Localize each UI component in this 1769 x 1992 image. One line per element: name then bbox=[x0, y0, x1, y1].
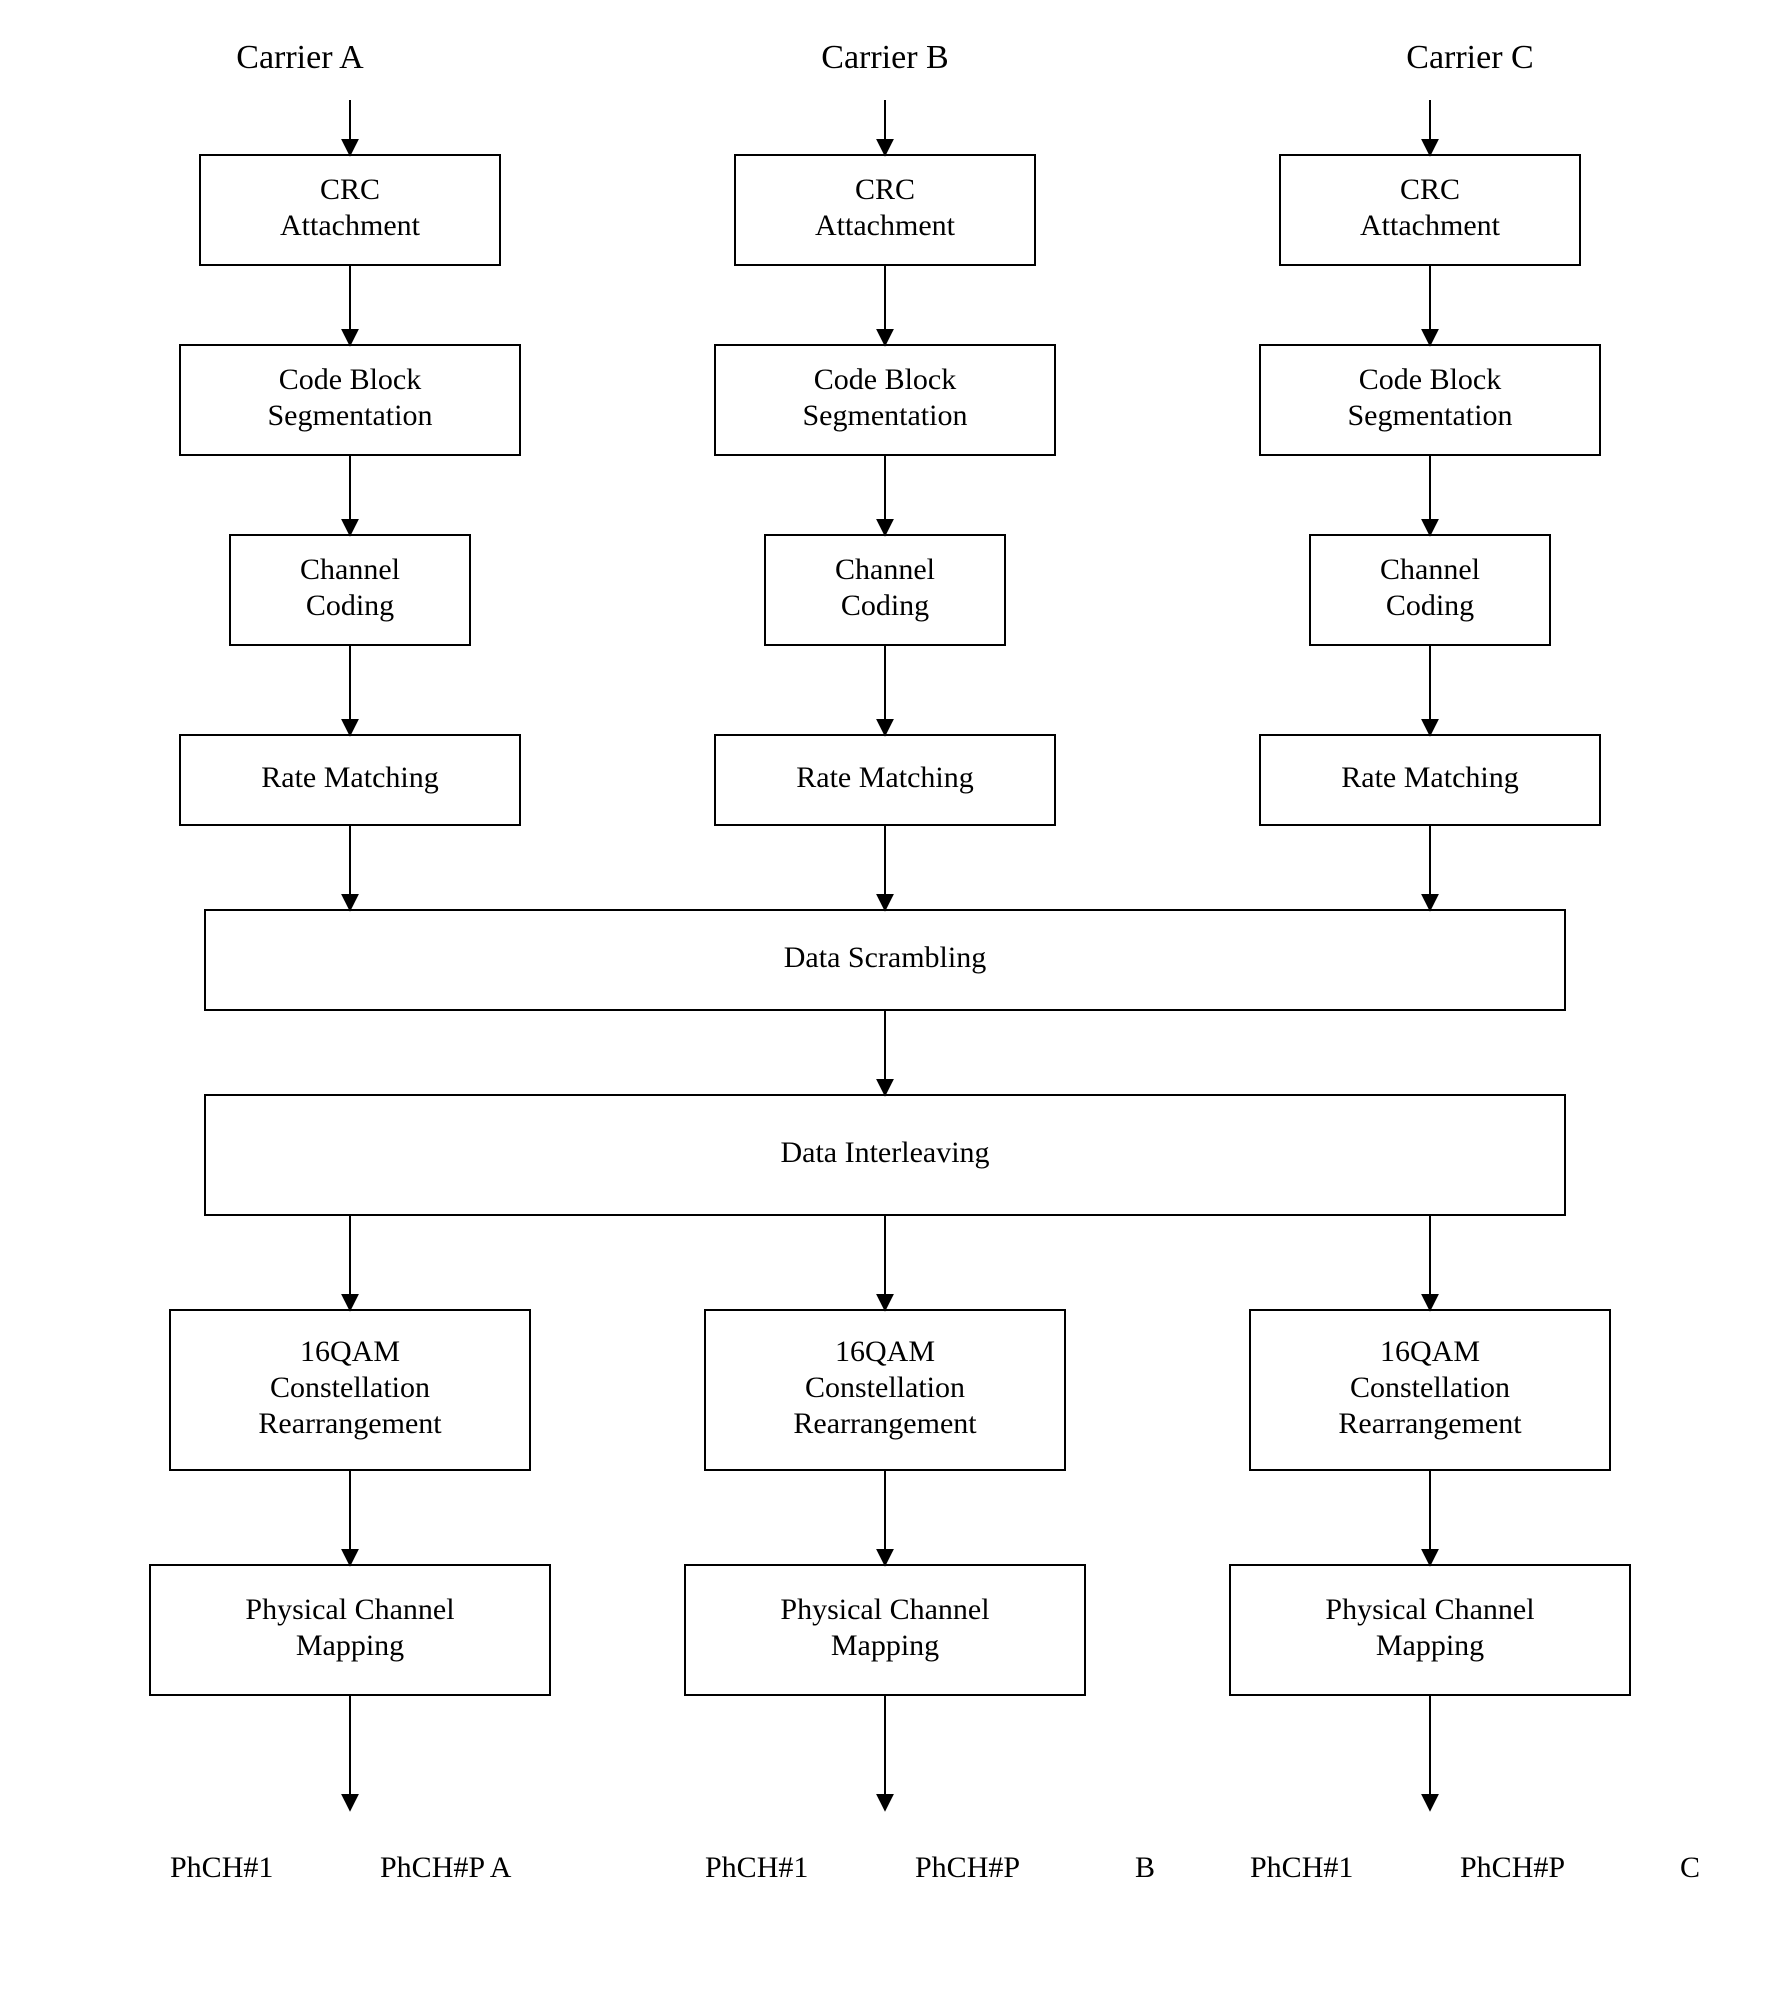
node-text: Code Block bbox=[279, 363, 422, 396]
node-text: Channel bbox=[835, 553, 935, 586]
node-seg-C: Code BlockSegmentation bbox=[1260, 345, 1600, 455]
node-crc-A: CRCAttachment bbox=[200, 155, 500, 265]
node-rate-C: Rate Matching bbox=[1260, 735, 1600, 825]
node-text: Coding bbox=[306, 589, 394, 622]
header-A: Carrier A bbox=[236, 39, 364, 76]
node-text: CRC bbox=[320, 173, 380, 206]
node-text: 16QAM bbox=[835, 1335, 935, 1368]
node-text: Code Block bbox=[814, 363, 957, 396]
node-text: Coding bbox=[1386, 589, 1474, 622]
node-text: Rate Matching bbox=[796, 761, 973, 794]
node-text: Channel bbox=[1380, 553, 1480, 586]
node-text: Data Interleaving bbox=[780, 1136, 989, 1169]
node-interlv: Data Interleaving bbox=[205, 1095, 1565, 1215]
footer-left-C: PhCH#1 bbox=[1250, 1851, 1353, 1884]
node-seg-A: Code BlockSegmentation bbox=[180, 345, 520, 455]
node-text: Data Scrambling bbox=[784, 941, 986, 974]
node-crc-B: CRCAttachment bbox=[735, 155, 1035, 265]
node-text: Segmentation bbox=[268, 399, 433, 432]
node-text: CRC bbox=[855, 173, 915, 206]
footer-right-C: PhCH#P bbox=[1460, 1851, 1565, 1884]
node-text: Segmentation bbox=[1348, 399, 1513, 432]
node-scramble: Data Scrambling bbox=[205, 910, 1565, 1010]
node-qam-C: 16QAMConstellationRearrangement bbox=[1250, 1310, 1610, 1470]
node-text: Code Block bbox=[1359, 363, 1502, 396]
node-rate-B: Rate Matching bbox=[715, 735, 1055, 825]
node-text: Constellation bbox=[805, 1371, 965, 1404]
header-C: Carrier C bbox=[1406, 39, 1533, 76]
node-text: Coding bbox=[841, 589, 929, 622]
node-text: Physical Channel bbox=[245, 1593, 454, 1626]
node-text: Mapping bbox=[296, 1629, 404, 1662]
node-text: Rate Matching bbox=[261, 761, 438, 794]
node-text: Rearrangement bbox=[258, 1407, 442, 1440]
footer-left-B: PhCH#1 bbox=[705, 1851, 808, 1884]
node-phy-A: Physical ChannelMapping bbox=[150, 1565, 550, 1695]
node-text: 16QAM bbox=[1380, 1335, 1480, 1368]
node-rate-A: Rate Matching bbox=[180, 735, 520, 825]
footer-tag-C: C bbox=[1680, 1851, 1700, 1884]
node-text: Rearrangement bbox=[1338, 1407, 1522, 1440]
node-text: Attachment bbox=[1360, 209, 1501, 242]
node-text: Rate Matching bbox=[1341, 761, 1518, 794]
node-text: Physical Channel bbox=[1325, 1593, 1534, 1626]
node-text: Channel bbox=[300, 553, 400, 586]
footer-tag-B: B bbox=[1135, 1851, 1155, 1884]
node-text: Mapping bbox=[1376, 1629, 1484, 1662]
node-text: 16QAM bbox=[300, 1335, 400, 1368]
node-qam-B: 16QAMConstellationRearrangement bbox=[705, 1310, 1065, 1470]
footer-right-A: PhCH#P A bbox=[380, 1851, 512, 1884]
node-crc-C: CRCAttachment bbox=[1280, 155, 1580, 265]
node-text: Attachment bbox=[815, 209, 956, 242]
node-qam-A: 16QAMConstellationRearrangement bbox=[170, 1310, 530, 1470]
node-text: Attachment bbox=[280, 209, 421, 242]
header-B: Carrier B bbox=[821, 39, 948, 76]
footer-right-B: PhCH#P bbox=[915, 1851, 1020, 1884]
node-text: Physical Channel bbox=[780, 1593, 989, 1626]
node-phy-B: Physical ChannelMapping bbox=[685, 1565, 1085, 1695]
node-text: Constellation bbox=[1350, 1371, 1510, 1404]
node-chc-B: ChannelCoding bbox=[765, 535, 1005, 645]
node-chc-A: ChannelCoding bbox=[230, 535, 470, 645]
footer-left-A: PhCH#1 bbox=[170, 1851, 273, 1884]
node-seg-B: Code BlockSegmentation bbox=[715, 345, 1055, 455]
node-text: Rearrangement bbox=[793, 1407, 977, 1440]
node-chc-C: ChannelCoding bbox=[1310, 535, 1550, 645]
node-text: Constellation bbox=[270, 1371, 430, 1404]
node-phy-C: Physical ChannelMapping bbox=[1230, 1565, 1630, 1695]
node-text: Segmentation bbox=[803, 399, 968, 432]
node-text: Mapping bbox=[831, 1629, 939, 1662]
node-text: CRC bbox=[1400, 173, 1460, 206]
